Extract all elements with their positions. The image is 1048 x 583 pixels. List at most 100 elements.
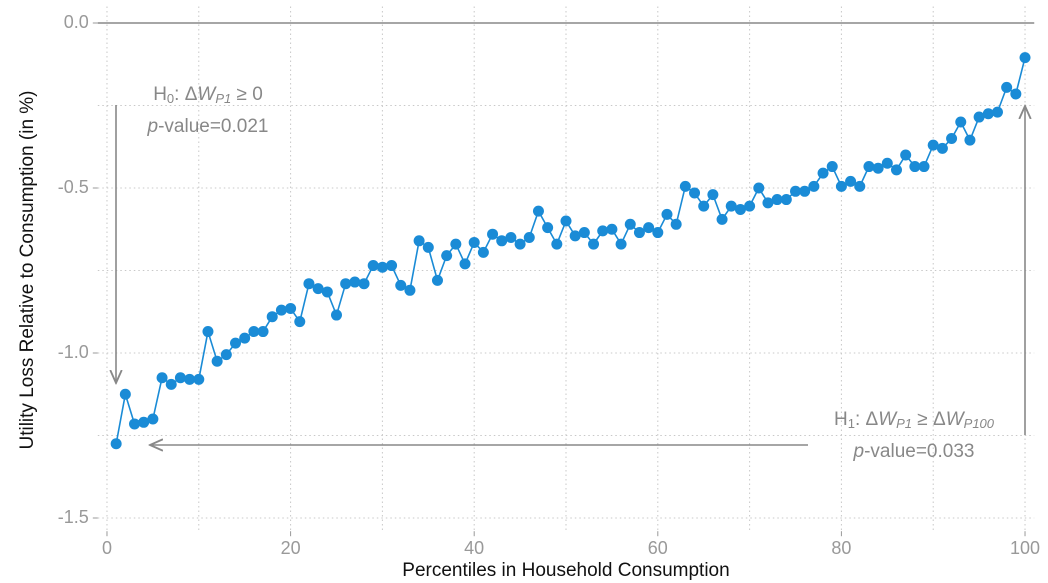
point bbox=[156, 372, 168, 384]
point bbox=[955, 116, 967, 128]
point bbox=[670, 218, 682, 230]
y-tick-label: -0.5 bbox=[58, 177, 89, 197]
point bbox=[780, 194, 792, 206]
point bbox=[193, 373, 205, 385]
point bbox=[514, 238, 526, 250]
point bbox=[790, 185, 802, 197]
point bbox=[578, 227, 590, 239]
point bbox=[1010, 88, 1022, 100]
x-tick-label: 20 bbox=[281, 538, 301, 558]
point bbox=[936, 142, 948, 154]
point bbox=[110, 438, 122, 450]
point bbox=[165, 378, 177, 390]
point bbox=[771, 194, 783, 206]
point bbox=[615, 238, 627, 250]
annotation: H1: ΔWP1 ≥ ΔWP100 bbox=[834, 409, 995, 431]
point bbox=[890, 164, 902, 176]
point bbox=[477, 246, 489, 258]
point bbox=[376, 261, 388, 273]
point bbox=[597, 225, 609, 237]
point bbox=[799, 185, 811, 197]
y-tick-label: -1.0 bbox=[58, 342, 89, 362]
point bbox=[321, 286, 333, 298]
point bbox=[523, 232, 535, 243]
point bbox=[505, 232, 517, 243]
point bbox=[946, 133, 958, 144]
point bbox=[643, 222, 655, 234]
point bbox=[542, 222, 554, 234]
y-tick-label: -1.5 bbox=[58, 507, 89, 527]
point bbox=[129, 418, 141, 430]
point bbox=[138, 416, 150, 428]
point bbox=[624, 218, 636, 230]
point bbox=[266, 311, 278, 323]
point bbox=[395, 279, 407, 291]
point bbox=[652, 227, 664, 239]
point bbox=[863, 161, 875, 173]
x-tick-label: 0 bbox=[102, 538, 112, 558]
point bbox=[826, 161, 838, 173]
point bbox=[909, 161, 921, 173]
point bbox=[982, 108, 994, 120]
annotation: p-value=0.033 bbox=[853, 441, 975, 462]
point bbox=[569, 230, 581, 242]
point bbox=[358, 278, 370, 290]
point bbox=[964, 134, 976, 146]
point bbox=[404, 284, 416, 296]
point bbox=[854, 180, 866, 192]
point bbox=[716, 213, 728, 225]
x-tick-label: 100 bbox=[1010, 538, 1040, 558]
point bbox=[679, 180, 691, 192]
point bbox=[872, 162, 884, 174]
point bbox=[431, 274, 443, 286]
point bbox=[707, 189, 719, 201]
point bbox=[367, 260, 379, 272]
point bbox=[239, 332, 251, 344]
x-axis-title: Percentiles in Household Consumption bbox=[402, 560, 729, 581]
x-tick-label: 80 bbox=[831, 538, 851, 558]
point bbox=[918, 161, 930, 173]
point bbox=[285, 302, 297, 314]
x-tick-label: 40 bbox=[464, 538, 484, 558]
point bbox=[698, 200, 710, 212]
point bbox=[422, 241, 434, 253]
point bbox=[560, 215, 572, 227]
point bbox=[386, 260, 398, 272]
point bbox=[220, 349, 232, 361]
point bbox=[211, 355, 223, 367]
point bbox=[468, 236, 480, 248]
point bbox=[349, 276, 361, 288]
point bbox=[312, 283, 324, 295]
point bbox=[1019, 52, 1031, 64]
point bbox=[762, 197, 774, 209]
point bbox=[487, 228, 499, 240]
point bbox=[927, 139, 939, 151]
annotation: p-value=0.021 bbox=[147, 116, 269, 137]
point bbox=[633, 227, 645, 239]
point bbox=[973, 111, 985, 123]
point bbox=[753, 182, 765, 194]
point bbox=[1001, 81, 1013, 93]
point bbox=[413, 235, 425, 247]
point bbox=[689, 187, 701, 199]
point bbox=[744, 200, 756, 212]
point bbox=[991, 106, 1003, 118]
y-tick-label: 0.0 bbox=[64, 12, 89, 32]
point bbox=[174, 372, 186, 384]
point bbox=[808, 180, 820, 192]
annotation: H0: ΔWP1 ≥ 0 bbox=[153, 84, 263, 106]
point bbox=[230, 337, 242, 349]
point bbox=[661, 208, 673, 220]
point bbox=[330, 309, 342, 321]
point bbox=[606, 223, 618, 235]
point bbox=[496, 235, 508, 247]
point bbox=[900, 149, 912, 161]
point bbox=[303, 278, 315, 290]
point bbox=[588, 238, 600, 250]
point bbox=[147, 413, 159, 425]
point bbox=[845, 175, 857, 187]
point bbox=[459, 258, 471, 270]
point bbox=[441, 250, 453, 262]
y-axis-title: Utility Loss Relative to Consumption (in… bbox=[17, 90, 38, 449]
